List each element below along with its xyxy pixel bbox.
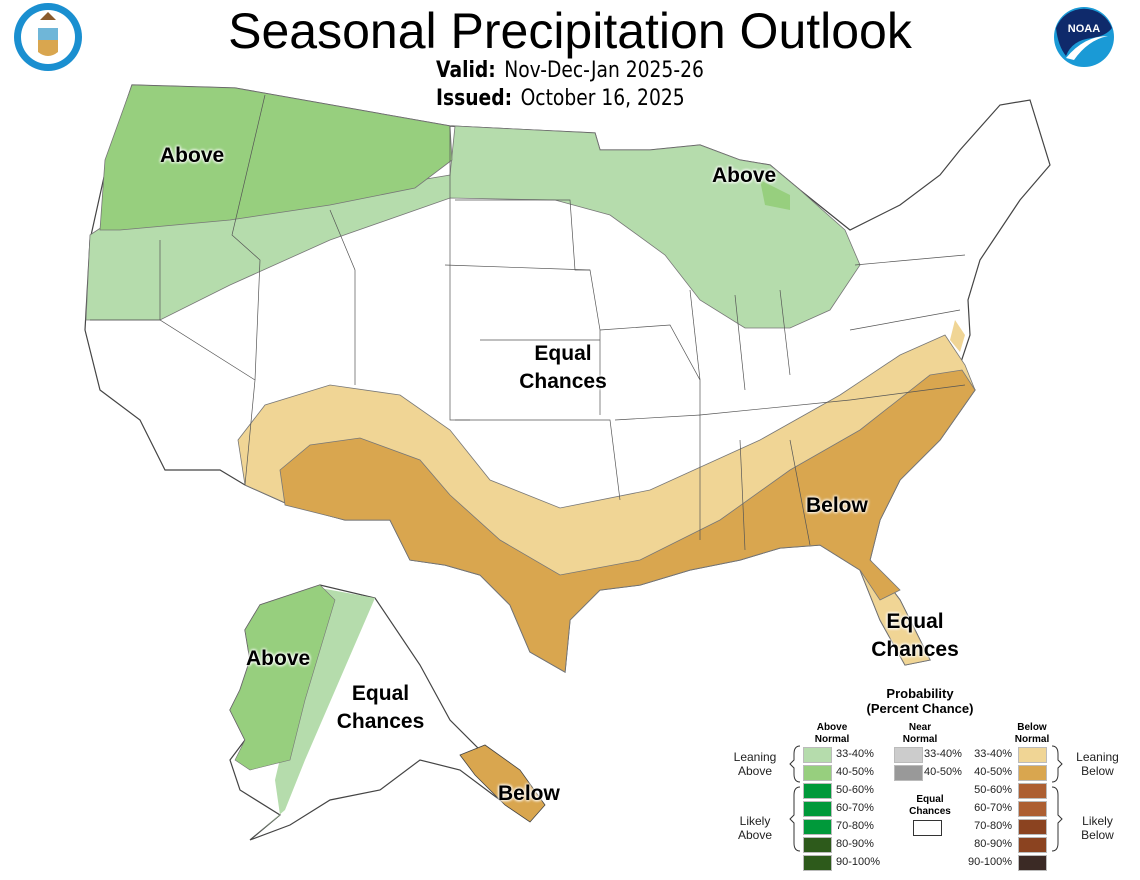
label-ne-above: Above (712, 164, 777, 187)
t2: Below (1081, 764, 1114, 778)
noaa-logo: NOAA (1054, 7, 1114, 67)
legend-label-below-2: 50-60% (974, 784, 1012, 796)
label-central-equal: Equal Chances (518, 340, 608, 396)
t1: Leaning (1076, 750, 1119, 764)
region-above-33-40-north (85, 125, 861, 329)
legend-swatch-below-4 (1018, 819, 1047, 835)
t1: Likely (1082, 814, 1113, 828)
legend-swatch-above-3 (803, 801, 832, 817)
t2: Above (737, 828, 773, 842)
t2: Below (1081, 828, 1114, 842)
legend-likely-below: Likely Below (1070, 814, 1125, 842)
legend-likely-above: Likely Above (730, 814, 780, 842)
commerce-seal-logo (14, 3, 82, 71)
head-1: Below (1017, 722, 1047, 733)
legend-swatch-below-5 (1018, 837, 1047, 853)
legend-swatch-below-1 (1018, 765, 1047, 781)
legend-swatch-near-1 (894, 765, 923, 781)
legend-equal-head: Equal Chances (895, 794, 965, 818)
region-below-40-50 (279, 369, 976, 673)
legend-swatch-equal (913, 820, 942, 836)
legend-label-below-0: 33-40% (974, 748, 1012, 760)
legend-swatch-above-4 (803, 819, 832, 835)
legend-title: Probability (Percent Chance) (840, 686, 1000, 716)
legend-swatch-above-5 (803, 837, 832, 853)
legend-swatch-above-2 (803, 783, 832, 799)
legend-swatch-near-0 (894, 747, 923, 763)
head-2: Normal (814, 734, 850, 745)
chances-text: Chances (336, 710, 425, 733)
chances-text: Chances (519, 370, 607, 393)
equal-text: Equal (534, 342, 592, 365)
valid-line: Valid: Nov-Dec-Jan 2025-26 (436, 58, 704, 83)
label-ak-below: Below (498, 782, 560, 805)
issued-value: October 16, 2025 (520, 86, 685, 111)
label-se-below: Below (806, 494, 868, 517)
region-below-33-40-delmarva (950, 320, 965, 352)
legend-label-above-1: 40-50% (836, 766, 874, 778)
legend-near-head: Near Normal (888, 722, 952, 746)
legend-swatch-above-6 (803, 855, 832, 871)
equal-text: Equal (351, 682, 410, 705)
head-2: Normal (1014, 734, 1050, 745)
region-above-40-50-northwest (99, 84, 453, 231)
legend-label-above-3: 60-70% (836, 802, 874, 814)
label-nw-above: Above (160, 144, 225, 167)
label-fl-equal: Equal Chances (860, 608, 970, 664)
legend-swatch-above-1 (803, 765, 832, 781)
legend-label-above-6: 90-100% (836, 856, 881, 868)
legend-brackets (789, 745, 1063, 852)
legend-label-below-3: 60-70% (974, 802, 1012, 814)
legend-swatch-below-6 (1018, 855, 1047, 871)
issued-label: Issued: (436, 86, 513, 111)
t1: Likely (739, 814, 771, 828)
page-title: Seasonal Precipitation Outlook (228, 3, 912, 59)
legend-label-below-5: 80-90% (974, 838, 1012, 850)
legend-title-2: (Percent Chance) (866, 701, 974, 716)
legend-below-head: Below Normal (1000, 722, 1064, 746)
legend-label-above-4: 70-80% (836, 820, 874, 832)
region-above-40-50-michigan (760, 180, 790, 210)
legend-label-below-1: 40-50% (974, 766, 1012, 778)
valid-value: Nov-Dec-Jan 2025-26 (504, 58, 704, 83)
legend-label-below-6: 90-100% (967, 856, 1012, 868)
t2: Chances (909, 806, 951, 817)
legend-above-head: Above Normal (800, 722, 864, 746)
legend-swatch-below-2 (1018, 783, 1047, 799)
valid-label: Valid: (436, 58, 496, 83)
legend-swatch-below-3 (1018, 801, 1047, 817)
legend-label-above-0: 33-40% (836, 748, 874, 760)
legend-label-above-2: 50-60% (836, 784, 874, 796)
ak-below-panhandle (459, 744, 546, 823)
t1: Leaning (733, 750, 777, 764)
head-1: Above (816, 722, 848, 733)
label-ak-above: Above (246, 647, 311, 670)
legend-label-above-5: 80-90% (836, 838, 874, 850)
legend-label-near-0: 33-40% (924, 748, 962, 760)
legend-title-1: Probability (886, 686, 954, 701)
issued-line: Issued: October 16, 2025 (436, 86, 685, 111)
ak-above-40-50 (229, 584, 336, 771)
ak-above-33-40 (250, 588, 375, 840)
legend-swatch-above-0 (803, 747, 832, 763)
head-2: Normal (902, 734, 938, 745)
head-1: Near (908, 722, 932, 733)
t1: Equal (916, 794, 944, 805)
equal-text: Equal (886, 610, 944, 633)
svg-text:NOAA: NOAA (1068, 23, 1100, 35)
legend-label-below-4: 70-80% (974, 820, 1012, 832)
legend-label-near-1: 40-50% (924, 766, 962, 778)
chances-text: Chances (871, 638, 959, 661)
legend-swatch-below-0 (1018, 747, 1047, 763)
legend-leaning-below: Leaning Below (1070, 750, 1125, 778)
legend-leaning-above: Leaning Above (730, 750, 780, 778)
state-boundaries (90, 94, 966, 551)
label-ak-equal: Equal Chances (328, 680, 433, 736)
t2: Above (737, 764, 773, 778)
